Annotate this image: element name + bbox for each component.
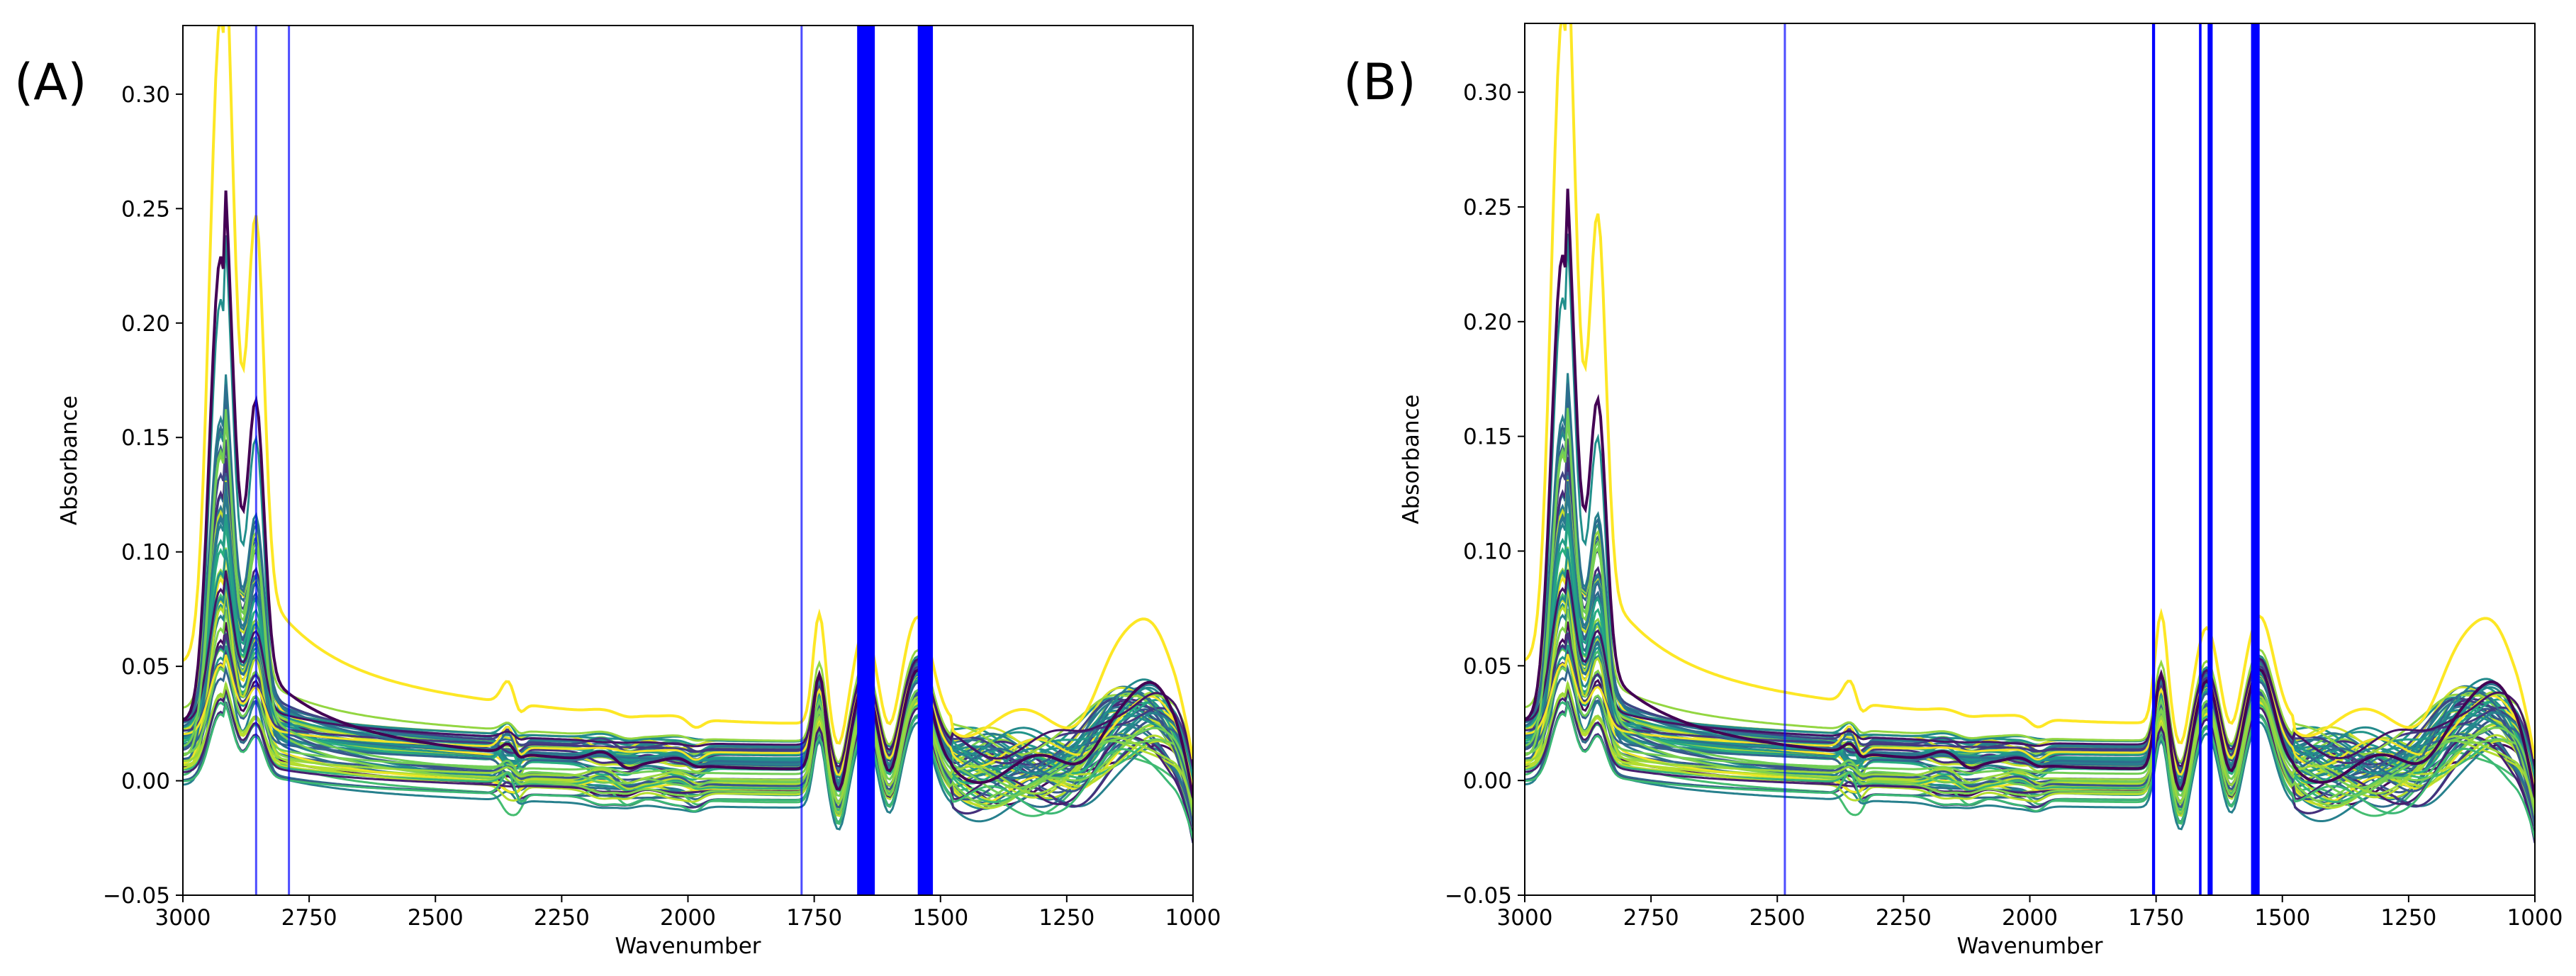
y-tick-label: 0.15 <box>121 425 170 451</box>
spectrum-line <box>183 26 1193 760</box>
y-tick-label: 0.20 <box>1463 310 1512 335</box>
selected-band <box>2151 23 2156 895</box>
y-tick-label: 0.20 <box>121 311 170 337</box>
panel-b: (B) 3000 2750 2500 2250 2000 1750 1500 1250 1000 −… <box>1343 23 2563 959</box>
y-tick-label: 0.00 <box>121 769 170 795</box>
spectrum-line <box>183 416 1193 763</box>
selected-band <box>254 26 257 895</box>
y-tick-label: 0.05 <box>1463 654 1512 679</box>
x-axis-title: Wavenumber <box>1956 933 2102 959</box>
spectrum-line <box>183 656 1193 797</box>
y-tick-label: 0.15 <box>1463 425 1512 450</box>
x-tick-label: 3000 <box>1497 905 1553 931</box>
spectrum-line <box>1525 649 2535 773</box>
spectrum-line <box>183 412 1193 816</box>
x-axis-title: Wavenumber <box>615 933 761 959</box>
spectra-group <box>1525 23 2535 843</box>
spectrum-line <box>183 190 1193 798</box>
spectrum-line <box>183 646 1193 842</box>
y-tick-label: 0.10 <box>1463 539 1512 564</box>
selected-band <box>288 26 291 895</box>
panel-label: (A) <box>14 53 87 111</box>
spectra-group <box>183 26 1193 843</box>
x-tick-label: 2500 <box>1749 905 1805 931</box>
panel-label: (B) <box>1343 53 1416 111</box>
y-tick-label: 0.00 <box>1463 768 1512 794</box>
selected-band <box>857 26 875 895</box>
spectrum-line <box>1525 551 2535 824</box>
x-tick-label: 2250 <box>534 905 590 931</box>
selected-band <box>1783 23 1786 895</box>
x-tick-label: 1500 <box>2254 905 2310 931</box>
spectrum-line <box>1525 646 2535 842</box>
spectrum-line <box>183 569 1193 827</box>
spectrum-line <box>183 680 1193 808</box>
y-tick-label: −0.05 <box>1445 883 1512 909</box>
x-tick-label: 1000 <box>2507 905 2563 931</box>
spectrum-line <box>1525 700 2535 839</box>
x-tick-label: 1250 <box>2380 905 2436 931</box>
selected-band <box>2251 23 2260 895</box>
x-tick-label: 1500 <box>912 905 968 931</box>
spectrum-line <box>1525 680 2535 808</box>
spectrum-line <box>1525 655 2535 797</box>
y-tick-label: 0.05 <box>121 654 170 680</box>
x-tick-label: 1750 <box>2128 905 2184 931</box>
x-tick-label: 2250 <box>1876 905 1932 931</box>
spectrum-line <box>1525 411 2535 815</box>
spectrum-line <box>183 553 1193 825</box>
selected-band <box>2207 23 2213 895</box>
panel-a: (A) 3000 2750 2500 2250 2000 1750 1500 1250 1000 −… <box>14 25 1221 959</box>
x-tick-label: 2750 <box>281 905 337 931</box>
x-tick-label: 1250 <box>1038 905 1094 931</box>
x-tick-label: 2500 <box>408 905 464 931</box>
spectrum-line <box>183 700 1193 839</box>
spectrum-line <box>183 654 1193 791</box>
y-tick-label: 0.30 <box>121 82 170 108</box>
y-tick-label: 0.10 <box>121 540 170 566</box>
y-tick-label: −0.05 <box>103 883 170 909</box>
y-tick-label: 0.30 <box>1463 80 1512 106</box>
y-tick-label: 0.25 <box>1463 195 1512 220</box>
y-axis-title: Absorbance <box>57 396 82 525</box>
spectrum-line <box>183 598 1193 794</box>
selected-band <box>917 26 934 895</box>
spectrum-line <box>1525 654 2535 790</box>
selected-band <box>2199 23 2202 895</box>
spectrum-line <box>1525 568 2535 827</box>
x-tick-label: 2000 <box>2002 905 2058 931</box>
selected-band <box>800 26 803 895</box>
spectrum-line <box>1525 415 2535 763</box>
x-tick-label: 3000 <box>155 905 211 931</box>
x-tick-label: 2750 <box>1623 905 1679 931</box>
y-axis-title: Absorbance <box>1399 394 1424 524</box>
spectrum-line <box>1525 23 2535 759</box>
spectrum-line <box>1525 189 2535 798</box>
spectrum-line <box>1525 597 2535 793</box>
x-tick-label: 1750 <box>786 905 842 931</box>
x-tick-label: 2000 <box>660 905 716 931</box>
spectrum-line <box>183 649 1193 773</box>
y-tick-label: 0.25 <box>121 196 170 222</box>
x-tick-label: 1000 <box>1165 905 1221 931</box>
